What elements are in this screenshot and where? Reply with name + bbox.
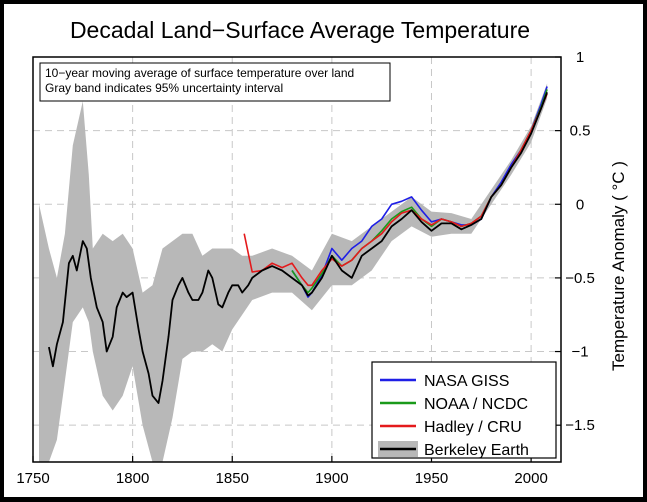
series-line-berkeley — [48, 91, 548, 405]
y-tick-label-1: 0.5 — [570, 123, 591, 140]
x-tick-label-1950: 1950 — [415, 470, 448, 487]
annotation-line-2: Gray band indicates 95% uncertainty inte… — [45, 81, 283, 95]
x-tick-label-2000: 2000 — [514, 470, 547, 487]
legend: NASA GISS NOAA / NCDC Hadley / CRU Berkeley… — [371, 361, 557, 459]
x-tick-label-1800: 1800 — [116, 470, 149, 487]
y-axis-label: Temperature Anomaly ( °C ) — [609, 161, 628, 371]
x-tick-label-1850: 1850 — [216, 470, 249, 487]
y-tick-label-3: −0.5 — [565, 270, 595, 287]
chart-title: Decadal Land−Surface Average Temperature — [70, 17, 530, 43]
y-tick-label-2: 0 — [576, 196, 584, 213]
annotation-box: 10−year moving average of surface temper… — [39, 62, 391, 102]
temperature-chart: Decadal Land−Surface Average Temperature… — [16, 17, 628, 487]
x-tick-label-1750: 1750 — [16, 470, 49, 487]
legend-label-hadley: Hadley / CRU — [424, 419, 522, 436]
y-axis: 1 0.5 0 −0.5 −1 −1.5 — [555, 49, 595, 434]
y-tick-label-0: 1 — [576, 49, 584, 66]
chart-area: Decadal Land−Surface Average Temperature… — [4, 4, 643, 497]
y-tick-label-5: −1.5 — [565, 417, 595, 434]
plot-frame — [32, 56, 562, 463]
x-tick-label-1900: 1900 — [315, 470, 348, 487]
legend-label-nasa: NASA GISS — [424, 373, 509, 390]
x-axis: 1750 1800 1850 1900 1950 2000 — [16, 456, 548, 487]
series-line-nasa — [291, 86, 548, 298]
y-tick-label-4: −1 — [571, 344, 588, 361]
legend-label-noaa: NOAA / NCDC — [424, 396, 528, 413]
series-lines — [48, 86, 548, 405]
legend-label-berkeley: Berkeley Earth — [424, 442, 529, 459]
annotation-line-1: 10−year moving average of surface temper… — [45, 66, 354, 80]
